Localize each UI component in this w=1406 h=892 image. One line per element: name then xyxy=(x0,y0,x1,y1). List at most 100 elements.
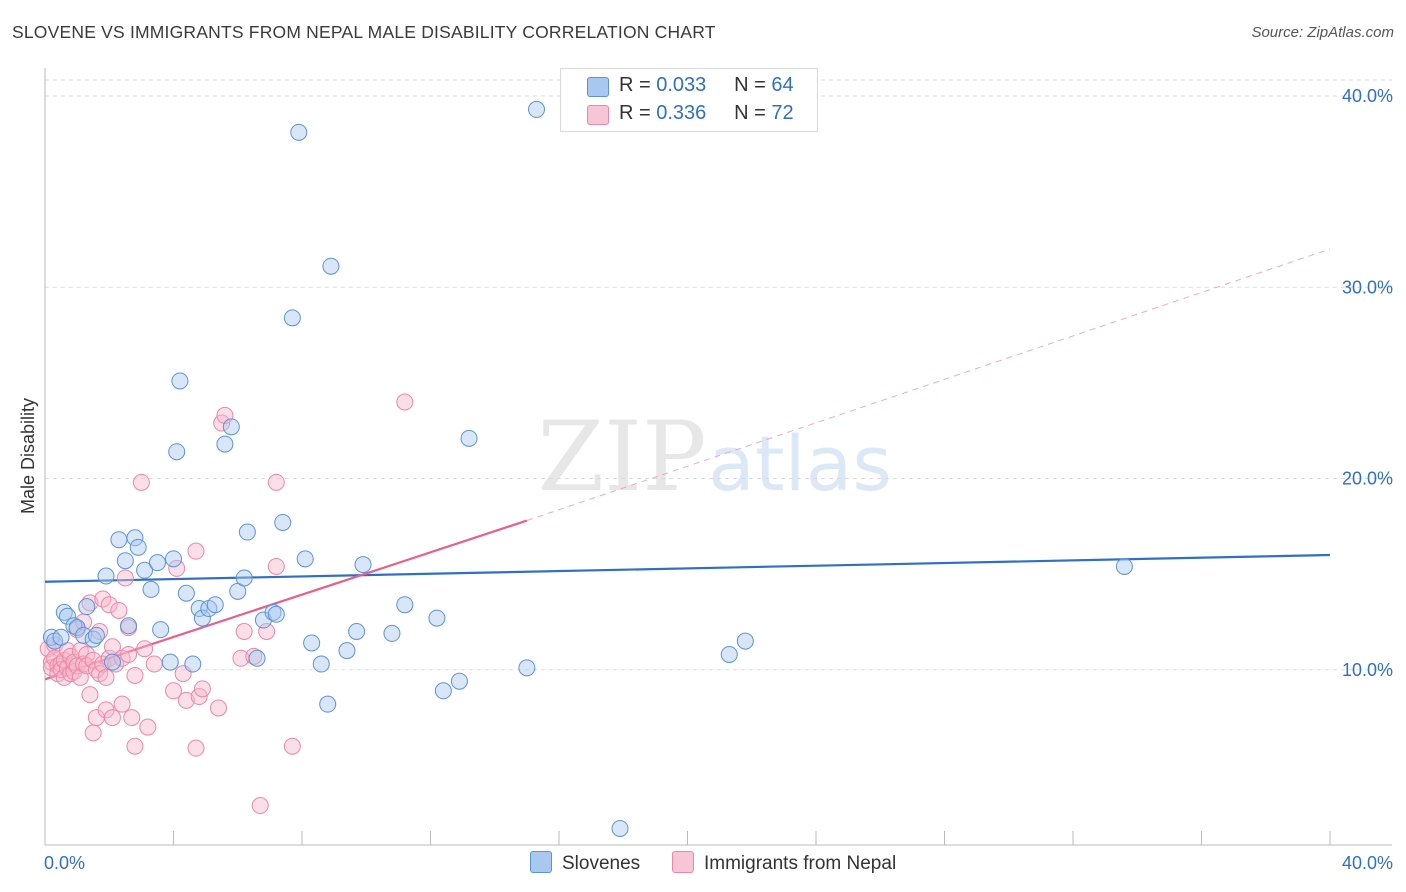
nepal-point xyxy=(126,737,144,755)
nepal-point xyxy=(139,718,157,736)
nepal-point xyxy=(145,655,163,673)
slovene-point xyxy=(267,605,285,623)
slovene-point xyxy=(736,632,754,650)
slovene-point xyxy=(428,609,446,627)
axes xyxy=(44,68,1392,846)
slovene-point xyxy=(274,513,292,531)
watermark-atlas: atlas xyxy=(708,419,892,508)
n-label: N = xyxy=(734,102,766,124)
nepal-point xyxy=(235,623,253,640)
slovene-point xyxy=(296,550,314,568)
nepal-trend-extension xyxy=(526,248,1331,522)
legend-swatch-blue xyxy=(587,77,609,97)
nepal-point xyxy=(103,709,121,727)
nepal-point xyxy=(100,596,118,614)
slovene-point xyxy=(1115,557,1133,575)
nepal-point xyxy=(187,739,205,757)
nepal-point xyxy=(120,645,138,663)
slovenes-trend-line xyxy=(44,553,1331,583)
nepal-point xyxy=(94,590,112,608)
slovene-point xyxy=(142,580,160,598)
slovene-point xyxy=(319,695,337,713)
slovene-point xyxy=(152,621,170,639)
slovene-point xyxy=(136,561,154,579)
nepal-point xyxy=(126,666,144,684)
bottom-legend-slovenes: Slovenes xyxy=(530,851,640,877)
slovene-point xyxy=(52,628,70,646)
y-tick-label: 10.0% xyxy=(1342,660,1393,680)
nepal-point xyxy=(84,724,102,742)
nepal-point xyxy=(251,797,269,815)
slovene-point xyxy=(348,623,366,640)
nepal-point xyxy=(177,691,195,709)
nepal-point xyxy=(193,680,211,698)
slovene-point xyxy=(312,655,330,673)
n-label: N = xyxy=(734,74,766,96)
n-value: 72 xyxy=(771,102,794,124)
slovene-point xyxy=(168,443,186,461)
slovene-point xyxy=(58,607,76,625)
slovene-point xyxy=(290,123,308,141)
slovene-point xyxy=(206,596,224,614)
slovene-point xyxy=(450,672,468,690)
slovene-point xyxy=(720,645,738,663)
slovene-point xyxy=(165,550,182,568)
legend-label-slovenes: Slovenes xyxy=(562,853,641,874)
nepal-point xyxy=(116,569,134,587)
slovene-point xyxy=(354,556,372,574)
slovene-point xyxy=(216,435,234,453)
x-tick-label: 0.0% xyxy=(44,853,85,873)
slovene-point xyxy=(264,603,282,621)
slovene-point xyxy=(338,642,356,660)
legend-swatch-pink xyxy=(587,105,609,125)
r-label: R = xyxy=(619,102,651,124)
stats-legend: R = 0.033 N = 64 R = 0.336 N = 72 xyxy=(560,68,818,132)
slovene-point xyxy=(75,626,93,644)
x-tick-label: 40.0% xyxy=(1342,853,1393,873)
nepal-point xyxy=(113,695,131,713)
nepal-point xyxy=(168,559,186,577)
nepal-point xyxy=(209,699,227,717)
slovene-point xyxy=(190,600,208,618)
slovene-point xyxy=(611,819,629,837)
nepal-point xyxy=(267,557,285,575)
r-value: 0.033 xyxy=(656,74,707,96)
nepal-point xyxy=(396,393,414,411)
source-label: Source: ZipAtlas.com xyxy=(1251,24,1394,41)
slovene-point xyxy=(116,552,134,570)
trend-lines xyxy=(44,248,1331,681)
slovene-point xyxy=(110,531,128,549)
slovene-point xyxy=(303,634,321,652)
slovene-point xyxy=(518,659,536,677)
nepal-points xyxy=(39,393,414,815)
watermark-zip: ZIP xyxy=(537,401,706,513)
slovene-point xyxy=(528,100,546,118)
slovene-point xyxy=(434,682,452,700)
y-tick-label: 20.0% xyxy=(1342,469,1393,489)
n-value: 64 xyxy=(771,74,794,96)
slovene-point xyxy=(238,523,256,541)
nepal-point xyxy=(81,686,99,704)
chart-title: SLOVENE VS IMMIGRANTS FROM NEPAL MALE DI… xyxy=(12,22,716,42)
nepal-point xyxy=(107,655,125,673)
y-tick-label: 40.0% xyxy=(1342,86,1393,106)
slovene-point xyxy=(322,257,340,275)
slovene-point xyxy=(235,569,253,587)
nepal-point xyxy=(110,601,128,619)
nepal-point xyxy=(97,668,115,686)
slovene-points xyxy=(42,100,1133,837)
slovene-point xyxy=(396,596,414,614)
slovene-point xyxy=(126,529,144,547)
nepal-point xyxy=(136,640,154,658)
slovene-point xyxy=(383,624,401,642)
y-tick-label: 30.0% xyxy=(1342,277,1393,297)
nepal-point xyxy=(267,473,285,491)
tick-labels: 10.0% 20.0% 30.0% 40.0% 0.0% 40.0% xyxy=(44,86,1393,873)
nepal-point xyxy=(165,682,182,700)
nepal-trend-line xyxy=(44,519,528,681)
nepal-point xyxy=(123,709,141,727)
slovene-point xyxy=(248,649,266,667)
slovene-point xyxy=(161,653,179,671)
slovene-point xyxy=(148,554,166,572)
